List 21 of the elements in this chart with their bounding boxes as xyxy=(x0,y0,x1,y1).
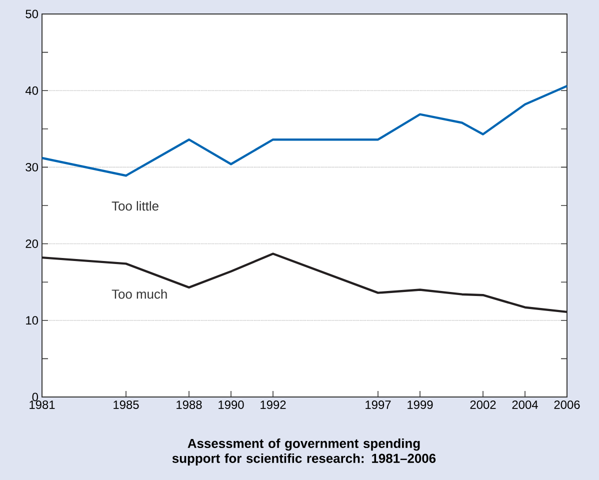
y-tick-label: 40 xyxy=(25,86,38,95)
line-series xyxy=(40,84,568,177)
x-tick-label: 1990 xyxy=(218,400,244,409)
y-tick-label: 20 xyxy=(26,240,38,248)
x-tick-label: 1999 xyxy=(408,400,433,409)
x-tick-label: 1985 xyxy=(114,400,139,409)
line-series xyxy=(40,252,568,314)
x-tick-label: 1992 xyxy=(260,400,286,409)
text: Assessment of government spending support for scientific research: 1981–2006 xyxy=(172,438,436,466)
x-tick-label: 2002 xyxy=(470,400,496,409)
y-tick-label: 30 xyxy=(26,162,38,172)
y-tick-label: 50 xyxy=(26,10,38,18)
series-label: Too much xyxy=(112,289,167,299)
x-tick-label: 1988 xyxy=(176,400,202,409)
text: Too little xyxy=(112,201,158,211)
x-tick-label: 2004 xyxy=(512,400,538,409)
x-tick-label: 2006 xyxy=(554,400,580,409)
y-tick-label: 0 xyxy=(32,392,38,402)
y-tick-label: 10 xyxy=(26,316,38,325)
x-tick-label: 1997 xyxy=(366,400,391,409)
x-tick-label: 1981 xyxy=(30,400,55,409)
